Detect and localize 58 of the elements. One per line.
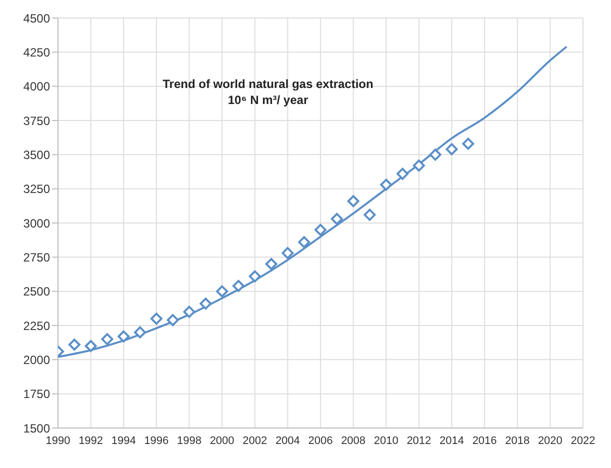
y-tick-label: 3500 [23, 148, 50, 162]
point [282, 247, 294, 260]
point [166, 314, 179, 326]
y-tick-label: 2250 [23, 318, 50, 333]
x-tick-label: 2002 [242, 434, 268, 447]
point [183, 306, 196, 318]
point [68, 338, 80, 351]
point [347, 195, 360, 208]
x-tick-label: 2016 [472, 434, 497, 447]
x-tick-label: 1994 [111, 434, 136, 447]
point [412, 160, 425, 172]
point [380, 178, 392, 191]
x-tick-label: 1990 [46, 434, 70, 447]
y-tick-label: 2500 [23, 284, 50, 299]
y-tick-label: 2000 [23, 352, 50, 367]
x-tick-label: 1998 [177, 434, 202, 447]
y-tick-label: 3750 [23, 114, 50, 128]
x-tick-label: 2010 [374, 434, 398, 447]
x-tick-label: 2000 [210, 434, 234, 447]
text: 10⁶ N m³/ year [228, 93, 308, 107]
point [118, 330, 130, 342]
line-series [58, 46, 568, 358]
point [364, 208, 376, 221]
x-tick-label: 2008 [341, 434, 366, 447]
x-tick-label: 2022 [570, 434, 596, 447]
point [101, 333, 114, 346]
text: Trend of world natural gas extraction [162, 77, 374, 91]
point [330, 212, 343, 225]
y-tick-label: 2750 [23, 250, 50, 264]
point [84, 340, 97, 352]
y-tick-label: 4000 [23, 80, 50, 94]
point [134, 326, 146, 338]
x-tick-label: 2014 [440, 434, 464, 447]
y-tick-label: 1750 [23, 387, 50, 402]
x-tick-label: 1996 [144, 434, 169, 447]
y-tick-label: 4250 [23, 45, 50, 60]
x-tick-label: 2006 [308, 434, 333, 447]
point [314, 224, 326, 236]
point [200, 298, 212, 310]
point [216, 285, 228, 298]
point [248, 270, 261, 282]
y-tick-label: 1500 [23, 421, 50, 436]
point [462, 138, 474, 150]
point [150, 312, 162, 325]
point [429, 148, 442, 161]
y-tick-label: 3000 [23, 216, 50, 230]
x-tick-label: 2012 [406, 434, 432, 447]
point [396, 168, 409, 180]
point [265, 258, 278, 270]
x-tick-label: 1992 [78, 434, 104, 447]
point [298, 236, 310, 248]
x-tick-label: 2020 [538, 434, 562, 447]
point [232, 280, 244, 292]
y-tick-label: 3250 [23, 182, 50, 196]
x-tick-label: 2004 [275, 434, 300, 447]
point [446, 143, 458, 156]
y-tick-label: 4500 [23, 11, 50, 26]
x-tick-label: 2018 [505, 434, 530, 447]
